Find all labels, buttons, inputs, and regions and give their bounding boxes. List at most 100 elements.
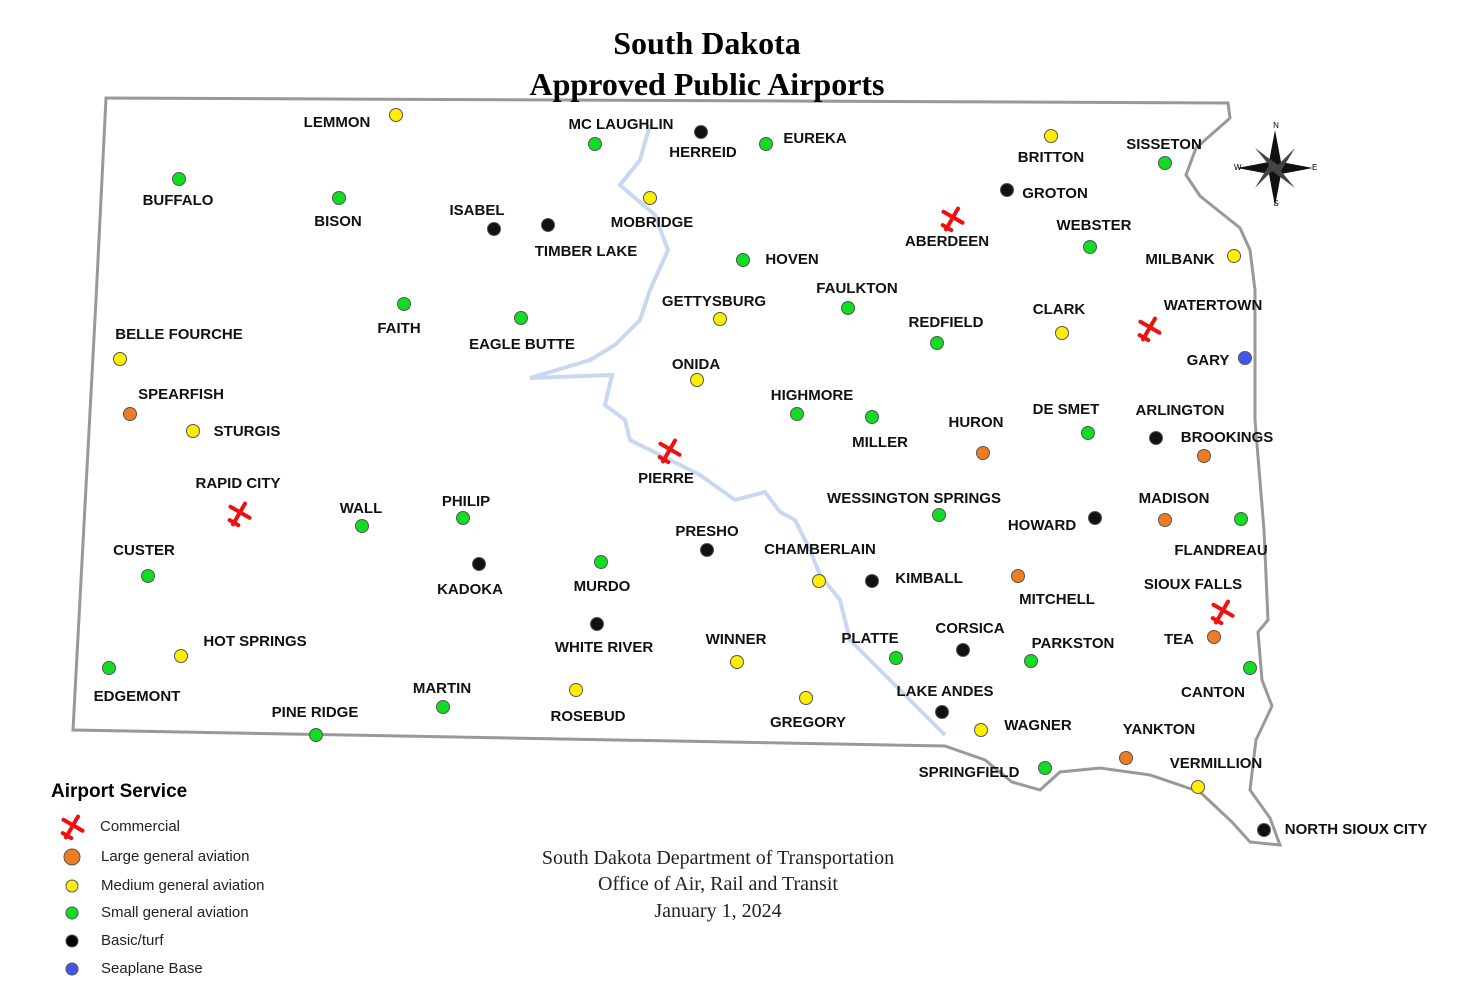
- footer-line: Office of Air, Rail and Transit: [598, 873, 838, 895]
- airport-marker: [694, 125, 708, 139]
- airport-label: PIERRE: [638, 470, 694, 487]
- airport-marker: [865, 574, 879, 588]
- airport-label: SIOUX FALLS: [1144, 576, 1242, 593]
- airport-label: GROTON: [1022, 185, 1088, 202]
- airport-label: GETTYSBURG: [662, 293, 766, 310]
- airport-label: KIMBALL: [895, 570, 963, 587]
- compass-label: N: [1273, 121, 1279, 130]
- airport-marker: [690, 373, 704, 387]
- legend-symbol: [65, 879, 79, 893]
- airport-label: VERMILLION: [1170, 755, 1263, 772]
- airport-label: WHITE RIVER: [555, 639, 654, 656]
- airport-label: ARLINGTON: [1136, 402, 1225, 419]
- airport-marker: [186, 424, 200, 438]
- airport-label: FAITH: [377, 320, 420, 337]
- airport-marker: [1088, 511, 1102, 525]
- airport-label: HOWARD: [1008, 517, 1076, 534]
- airport-label: TEA: [1164, 631, 1194, 648]
- legend-label: Medium general aviation: [101, 877, 264, 894]
- airport-marker: [799, 691, 813, 705]
- airport-label: PARKSTON: [1032, 635, 1115, 652]
- airport-marker: [1227, 249, 1241, 263]
- airport-label: CHAMBERLAIN: [764, 541, 876, 558]
- legend-label: Commercial: [100, 818, 180, 835]
- airport-marker: [1257, 823, 1271, 837]
- airport-marker: [569, 683, 583, 697]
- airport-marker: [790, 407, 804, 421]
- airport-label: MARTIN: [413, 680, 471, 697]
- airport-label: TIMBER LAKE: [535, 243, 638, 260]
- airport-marker: [123, 407, 137, 421]
- footer-line: January 1, 2024: [654, 900, 781, 922]
- airport-marker: [1011, 569, 1025, 583]
- airport-marker: [389, 108, 403, 122]
- airport-marker: [1210, 599, 1235, 626]
- airport-marker: [1197, 449, 1211, 463]
- missouri-river: [529, 124, 947, 737]
- airport-label: BELLE FOURCHE: [115, 326, 243, 343]
- legend-symbol: [65, 962, 79, 976]
- airport-marker: [1149, 431, 1163, 445]
- compass-rose: N E S W: [1234, 121, 1317, 208]
- airport-marker: [1234, 512, 1248, 526]
- airport-marker: [935, 705, 949, 719]
- airport-marker: [700, 543, 714, 557]
- legend-label: Seaplane Base: [101, 960, 203, 977]
- airport-marker: [594, 555, 608, 569]
- airport-marker: [657, 438, 682, 465]
- airport-label: HOVEN: [765, 251, 818, 268]
- airport-label: MADISON: [1139, 490, 1210, 507]
- plane-shape: [940, 206, 965, 233]
- legend-title: Airport Service: [51, 781, 187, 802]
- airport-label: WAGNER: [1004, 717, 1072, 734]
- airport-marker: [1119, 751, 1133, 765]
- airport-label: RAPID CITY: [195, 475, 280, 492]
- airport-label: EAGLE BUTTE: [469, 336, 575, 353]
- airport-marker: [332, 191, 346, 205]
- airport-marker: [588, 137, 602, 151]
- airport-marker: [141, 569, 155, 583]
- airport-label: HIGHMORE: [771, 387, 854, 404]
- airport-marker: [514, 311, 528, 325]
- airport-marker: [713, 312, 727, 326]
- legend-label: Basic/turf: [101, 932, 164, 949]
- airport-label: MITCHELL: [1019, 591, 1095, 608]
- map-title: South Dakota: [613, 25, 801, 61]
- airport-label: MILBANK: [1145, 251, 1214, 268]
- airport-marker: [541, 218, 555, 232]
- map-title: Approved Public Airports: [530, 66, 885, 102]
- airport-label: BUFFALO: [143, 192, 214, 209]
- airport-label: WATERTOWN: [1164, 297, 1263, 314]
- airport-marker: [487, 222, 501, 236]
- airport-label: WEBSTER: [1057, 217, 1132, 234]
- airport-marker: [956, 643, 970, 657]
- airport-marker: [355, 519, 369, 533]
- airport-label: MC LAUGHLIN: [569, 116, 674, 133]
- airport-marker: [865, 410, 879, 424]
- airport-marker: [1055, 326, 1069, 340]
- airport-marker: [1207, 630, 1221, 644]
- legend-symbol: [65, 934, 79, 948]
- airport-marker: [889, 651, 903, 665]
- airport-label: ROSEBUD: [550, 708, 625, 725]
- airport-marker: [1044, 129, 1058, 143]
- airport-label: NORTH SIOUX CITY: [1285, 821, 1428, 838]
- airport-label: EDGEMONT: [94, 688, 181, 705]
- airport-label: SPRINGFIELD: [919, 764, 1020, 781]
- plane-shape: [227, 501, 252, 528]
- airport-label: HURON: [949, 414, 1004, 431]
- legend-symbol: [60, 814, 85, 841]
- airport-label: PLATTE: [841, 630, 898, 647]
- airport-label: LAKE ANDES: [897, 683, 994, 700]
- state-outline: [71, 96, 1283, 847]
- airport-marker: [1081, 426, 1095, 440]
- airport-marker: [472, 557, 486, 571]
- airport-marker: [1038, 761, 1052, 775]
- airport-marker: [1243, 661, 1257, 675]
- airport-label: CANTON: [1181, 684, 1245, 701]
- airport-label: MILLER: [852, 434, 908, 451]
- airport-label: PHILIP: [442, 493, 490, 510]
- airport-label: BROOKINGS: [1181, 429, 1274, 446]
- airport-marker: [397, 297, 411, 311]
